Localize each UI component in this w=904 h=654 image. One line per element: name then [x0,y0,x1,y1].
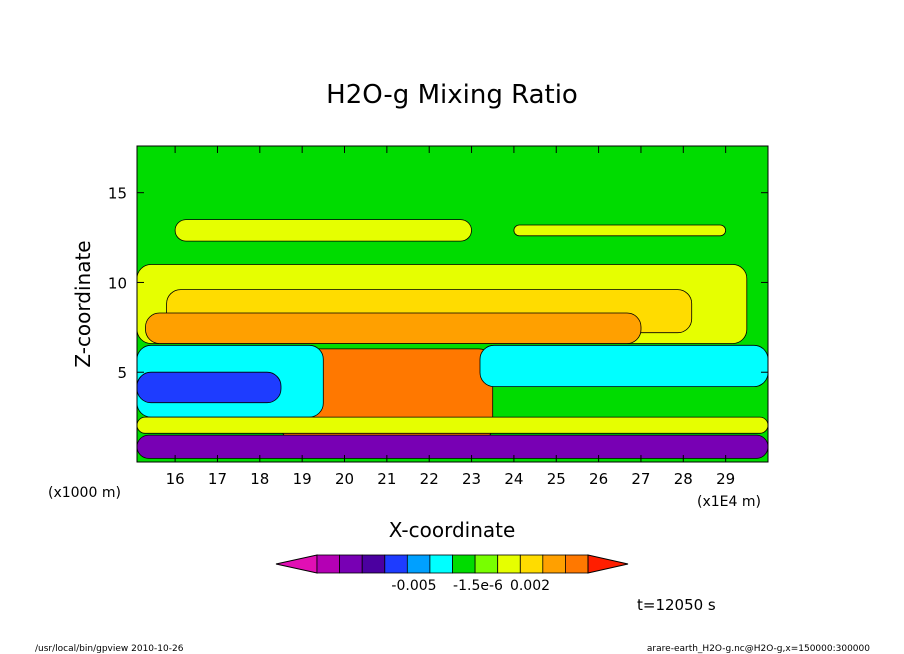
x-tick-label-13: 29 [716,470,735,488]
colorbar-tick-label-1: -1.5e-6 [453,578,503,594]
plot-area: 16 17 18 19 20 21 22 23 24 25 26 27 28 29 5 10 15 [108,145,769,488]
colorbar-segment-3 [384,554,408,574]
x-tick-label-12: 28 [674,470,693,488]
colorbar-segment-10 [542,554,566,574]
colorbar-segment-9 [519,554,544,574]
colorbar-left-arrow [275,554,318,574]
colorbar-segment-11 [565,554,589,574]
colorbar-right-arrow [587,554,629,574]
x-tick-label-5: 21 [377,470,396,488]
x-axis-label: X-coordinate [389,518,516,542]
y-axis-label: Z-coordinate [71,240,95,367]
x-tick-label-0: 16 [166,470,185,488]
time-annotation: t=12050 s [637,596,716,614]
x-tick-label-1: 17 [208,470,227,488]
colorbar-segment-0 [316,554,341,574]
colorbar-segment-1 [339,554,363,574]
x-tick-label-6: 22 [420,470,439,488]
colorbar-segment-2 [361,554,386,574]
contour-anvil-orange-0 [145,312,642,344]
colorbar-segment-7 [474,554,499,574]
x-tick-label-3: 19 [293,470,312,488]
y-tick-label-0: 5 [117,364,127,382]
colorbar-tick-labels: -0.005 -1.5e-6 0.002 [391,578,550,594]
x-unit-left: (x1000 m) [48,485,121,501]
colorbar-segment-5 [429,554,453,574]
colorbar-segment-4 [406,554,431,574]
x-tick-label-4: 20 [335,470,354,488]
y-axis-ticks: 5 10 15 [108,185,768,382]
x-tick-label-8: 24 [504,470,523,488]
x-tick-label-2: 18 [250,470,269,488]
contour-high-layer-1 [513,224,727,237]
x-tick-label-9: 25 [547,470,566,488]
x-tick-label-10: 26 [589,470,608,488]
footer-left: /usr/local/bin/gpview 2010-10-26 [35,644,184,654]
contour-left-blue-0 [136,371,282,404]
contour-high-layer-0 [174,219,472,242]
plot-frame [136,145,769,463]
y-tick-label-1: 10 [108,274,127,292]
colorbar-tick-label-2: 0.002 [510,578,550,594]
contour-lower-yellow-0 [136,416,769,434]
x-unit-right: (x1E4 m) [697,494,761,510]
colorbar-segment-8 [497,554,521,574]
x-tick-label-11: 27 [631,470,650,488]
footer-right: arare-earth_H2O-g.nc@H2O-g,x=150000:3000… [647,644,870,654]
colorbar-segment-6 [452,554,476,574]
chart-title: H2O-g Mixing Ratio [326,80,578,110]
contour-left-cyan-1 [479,344,769,387]
colorbar [275,554,629,574]
colorbar-tick-label-0: -0.005 [391,578,436,594]
contour-surface-purple-0 [136,434,769,459]
x-axis-ticks: 16 17 18 19 20 21 22 23 24 25 26 27 28 29 [166,146,735,488]
x-tick-label-7: 23 [462,470,481,488]
contour-layers [136,219,769,459]
y-tick-label-2: 15 [108,185,127,203]
